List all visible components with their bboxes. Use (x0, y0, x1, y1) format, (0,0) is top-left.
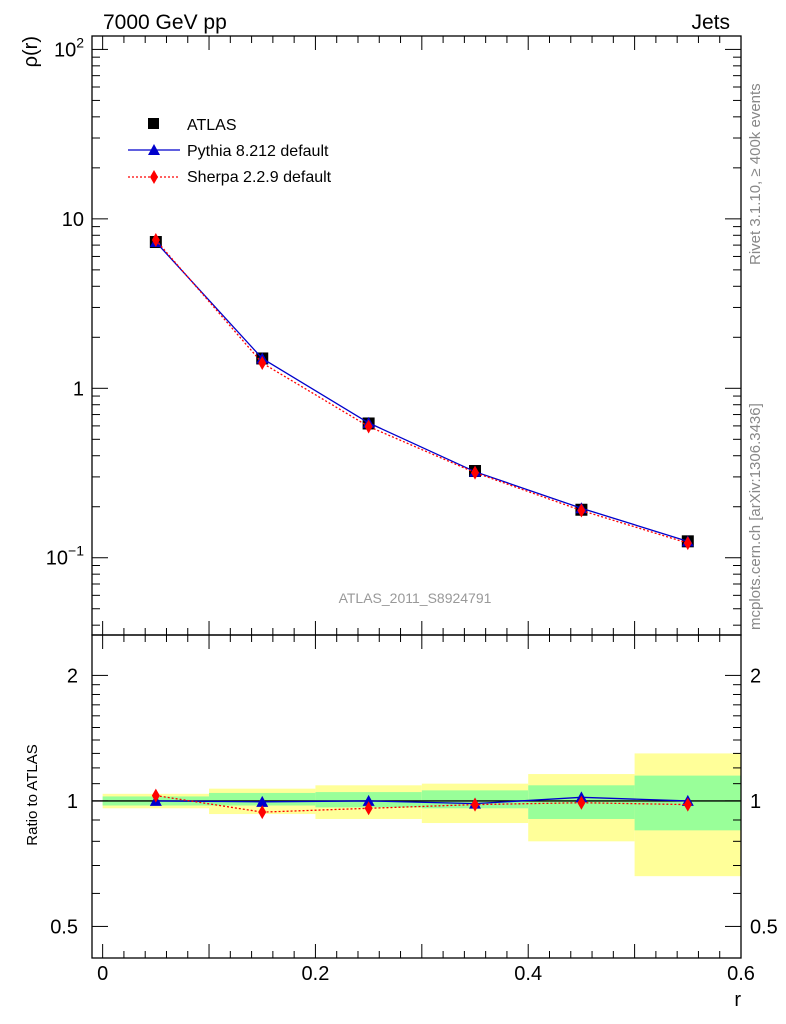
x-axis-title: r (734, 989, 741, 1011)
main-point-sherpa (258, 356, 267, 371)
main-point-sherpa (683, 536, 692, 551)
legend-marker-pythia (148, 144, 160, 155)
x-tick-label: 0 (97, 963, 108, 985)
main-line-sherpa (155, 239, 688, 544)
mcplots-label: mcplots.cern.ch [arXiv:1306.3436] (747, 403, 764, 630)
legend: ATLAS Pythia 8.212 default Sherpa 2.2.9 … (128, 117, 332, 186)
ratio-y-axis-title: Ratio to ATLAS (24, 744, 41, 845)
legend-label-atlas: ATLAS (187, 117, 237, 134)
legend-label-sherpa: Sherpa 2.2.9 default (187, 169, 332, 186)
ratio-point-sherpa (364, 801, 373, 816)
analysis-watermark: ATLAS_2011_S8924791 (339, 590, 492, 606)
ratio-point-sherpa (151, 788, 160, 803)
main-line-pythia (155, 241, 688, 542)
main-y-tick-label: 102 (54, 34, 84, 61)
x-tick-label: 0.2 (302, 963, 330, 985)
ratio-y-tick-label-left: 1 (67, 791, 78, 813)
ratio-line-pythia (155, 796, 688, 805)
header-right-title: Jets (691, 11, 730, 34)
header-left-title: 7000 GeV pp (103, 11, 227, 34)
main-y-tick-label: 10 (62, 209, 84, 231)
rivet-label: Rivet 3.1.10, ≥ 400k events (747, 83, 764, 265)
ratio-y-tick-label-left: 0.5 (50, 916, 78, 938)
legend-marker-sherpa (150, 170, 158, 184)
ratio-y-tick-label-left: 2 (67, 665, 78, 687)
ratio-y-tick-label-right: 0.5 (750, 916, 778, 938)
ratio-point-sherpa (577, 795, 586, 810)
legend-label-pythia: Pythia 8.212 default (187, 143, 329, 160)
ratio-point-sherpa (683, 797, 692, 812)
x-tick-label: 0.6 (727, 963, 755, 985)
main-point-sherpa (151, 233, 160, 248)
ratio-line-sherpa (155, 794, 688, 813)
axes: 0 0.2 0.4 0.6 102 10 1 10−1 0.5 0.5 1 1 2 2 (46, 34, 778, 985)
main-y-axis-title: ρ(r) (20, 36, 42, 67)
ratio-point-sherpa (471, 797, 480, 812)
main-point-sherpa (364, 419, 373, 434)
main-y-tick-label-exponent: 2 (76, 34, 84, 50)
ratio-point-pythia (256, 795, 269, 807)
main-y-tick-label: 10−1 (46, 543, 84, 570)
ratio-point-pythia (362, 794, 375, 806)
ratio-y-tick-label-right: 1 (750, 791, 761, 813)
main-series (149, 233, 694, 551)
main-point-sherpa (471, 465, 480, 480)
ratio-frame (91, 634, 742, 959)
ratio-point-sherpa (258, 805, 267, 820)
main-point-sherpa (577, 503, 586, 518)
main-y-tick-label-exponent: −1 (68, 543, 84, 559)
x-tick-label: 0.4 (514, 963, 542, 985)
legend-marker-atlas (148, 118, 159, 129)
ratio-y-tick-label-right: 2 (750, 665, 761, 687)
ratio-uncertainty-bands (92, 753, 741, 877)
ratio-series (149, 788, 694, 820)
main-y-tick-label: 1 (73, 378, 84, 400)
